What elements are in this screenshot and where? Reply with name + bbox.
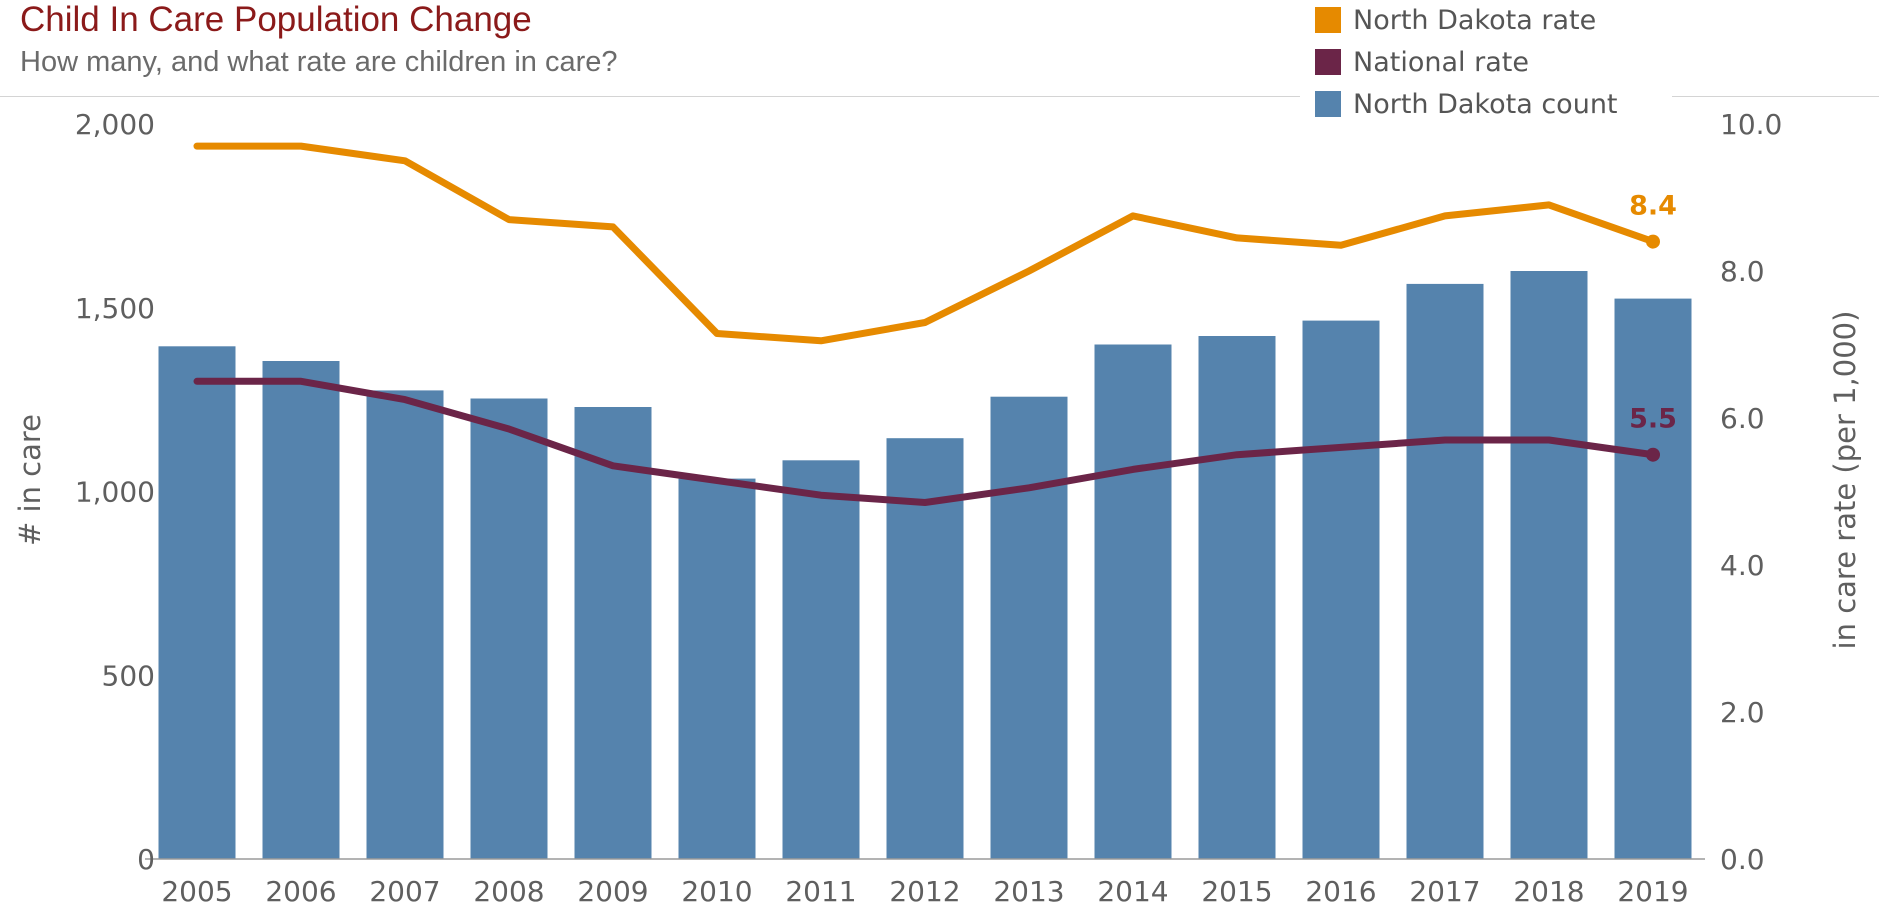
x-tick-label: 2019 [1617,875,1688,908]
y2-tick-label: 10.0 [1720,108,1782,141]
x-tick-label: 2008 [473,875,544,908]
bar-2006 [262,361,340,859]
x-tick-label: 2015 [1201,875,1272,908]
end-marker-north-dakota-rate [1646,234,1660,249]
x-tick-label: 2012 [889,875,960,908]
bar-2005 [158,346,236,859]
bar-2010 [678,478,756,859]
x-tick-label: 2006 [265,875,336,908]
legend-label: National rate [1353,46,1529,78]
y-tick-label: 2,000 [75,108,155,141]
bar-2007 [366,390,444,859]
legend-swatch-north-dakota-count [1315,91,1341,117]
legend-swatch-north-dakota-rate [1315,7,1341,33]
y-tick-label: 1,500 [75,292,155,325]
axis-ticks: 2005 2006 2007 2008 2009 2010 2011 2012 2013 2014… [75,108,1783,908]
y2-tick-label: 0.0 [1720,843,1765,876]
x-tick-label: 2011 [785,875,856,908]
y-tick-label: 0 [137,843,155,876]
x-tick-label: 2018 [1513,875,1584,908]
x-tick-label: 2010 [681,875,752,908]
line-series-layer [193,142,1660,506]
y-axis-label: # in care [13,414,47,546]
x-tick-label: 2005 [161,875,232,908]
bar-2012 [886,438,964,859]
header-divider [0,96,1879,97]
y2-tick-label: 4.0 [1720,549,1765,582]
x-tick-label: 2014 [1097,875,1168,908]
legend: North Dakota rate National rate North Da… [1300,0,1672,124]
y2-axis-label: in care rate (per 1,000) [1828,311,1862,650]
bar-2017 [1406,283,1484,859]
bar-2016 [1302,320,1380,860]
chart-title: Child In Care Population Change [20,0,532,39]
bar-2019 [1614,298,1692,860]
x-tick-label: 2007 [369,875,440,908]
end-label-north-dakota-rate: 8.4 [1629,191,1677,222]
chart-subtitle: How many, and what rate are children in … [20,46,618,78]
y2-tick-label: 2.0 [1720,696,1765,729]
bar-2011 [782,460,860,859]
legend-label: North Dakota count [1353,88,1618,120]
bar-series-north-dakota-count [158,271,1692,860]
bar-2015 [1198,336,1276,859]
end-value-labels: 8.4 5.5 [1629,191,1677,435]
legend-item-north-dakota-rate: North Dakota rate [1315,3,1596,37]
y2-tick-label: 6.0 [1720,402,1765,435]
legend-label: North Dakota rate [1353,4,1597,36]
x-tick-label: 2013 [993,875,1064,908]
line-north-dakota-rate [193,142,1657,345]
y-tick-label: 500 [102,659,155,692]
line-national-rate [193,377,1657,506]
legend-item-north-dakota-count: North Dakota count [1315,87,1618,121]
x-tick-label: 2017 [1409,875,1480,908]
end-marker-national-rate [1646,447,1660,462]
bar-2014 [1094,344,1172,859]
y2-tick-label: 8.0 [1720,255,1765,288]
x-tick-label: 2016 [1305,875,1376,908]
y-tick-label: 1,000 [75,476,155,509]
legend-item-national-rate: National rate [1315,45,1529,79]
legend-swatch-national-rate [1315,49,1341,75]
end-label-national-rate: 5.5 [1629,404,1677,435]
bar-2008 [470,398,548,859]
bar-2018 [1510,271,1588,859]
bar-2013 [990,396,1068,859]
x-tick-label: 2009 [577,875,648,908]
bar-2009 [574,407,652,859]
